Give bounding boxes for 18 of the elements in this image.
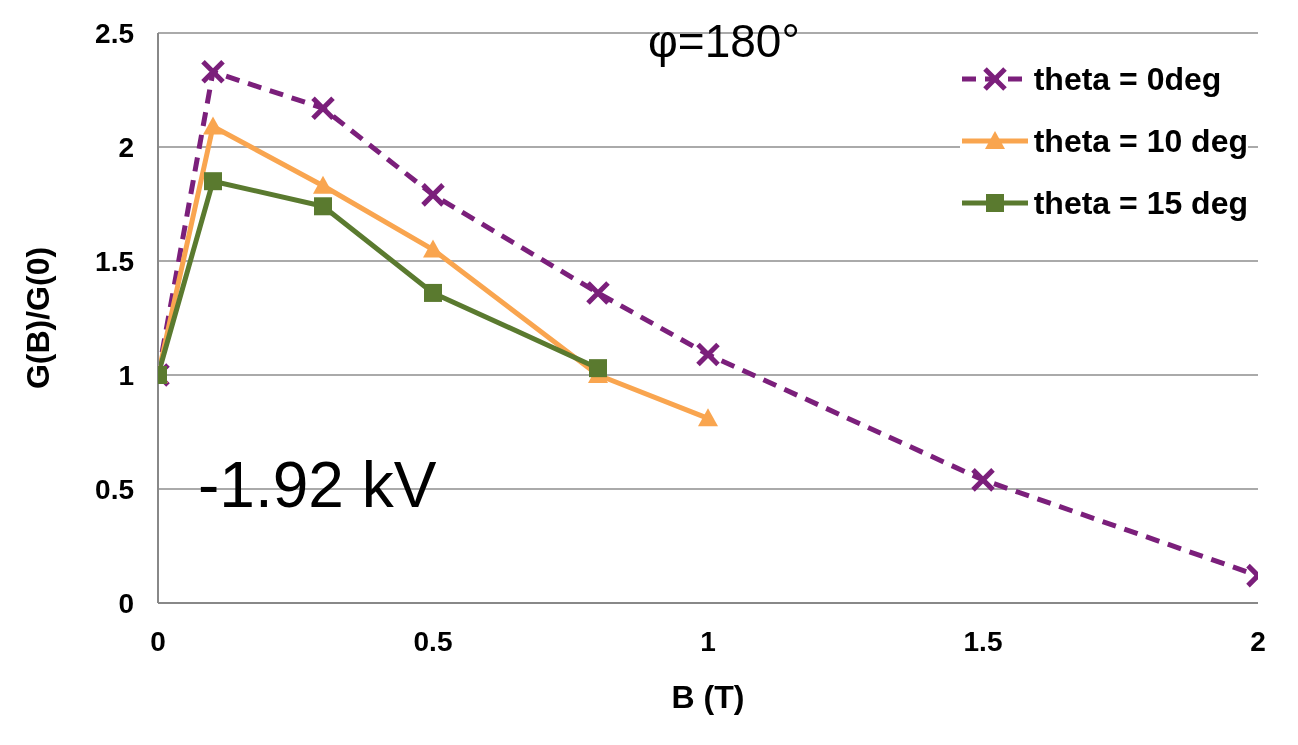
x-tick-label: 1 <box>700 625 716 657</box>
x-tick-label: 0 <box>150 625 166 657</box>
y-axis-title: G(B)/G(0) <box>20 246 57 390</box>
y-tick-label: 0 <box>118 587 134 619</box>
x-tick-label: 1.5 <box>963 625 1003 657</box>
legend-label: theta = 0deg <box>1033 60 1222 98</box>
x-tick-label: 0.5 <box>413 625 453 657</box>
y-tick-label: 2 <box>118 131 134 163</box>
legend-label: theta = 10 deg <box>1033 122 1248 160</box>
y-tick-label: 1.5 <box>95 245 134 277</box>
annotation: φ=180° <box>648 14 800 68</box>
x-tick-label: 2 <box>1250 625 1266 657</box>
y-tick-label: 2.5 <box>95 17 134 49</box>
x-axis-title: B (T) <box>671 679 745 715</box>
y-tick-label: 0.5 <box>95 473 134 505</box>
legend-label: theta = 15 deg <box>1033 184 1248 222</box>
annotation: -1.92 kV <box>198 448 437 522</box>
y-tick-label: 1 <box>118 359 134 391</box>
